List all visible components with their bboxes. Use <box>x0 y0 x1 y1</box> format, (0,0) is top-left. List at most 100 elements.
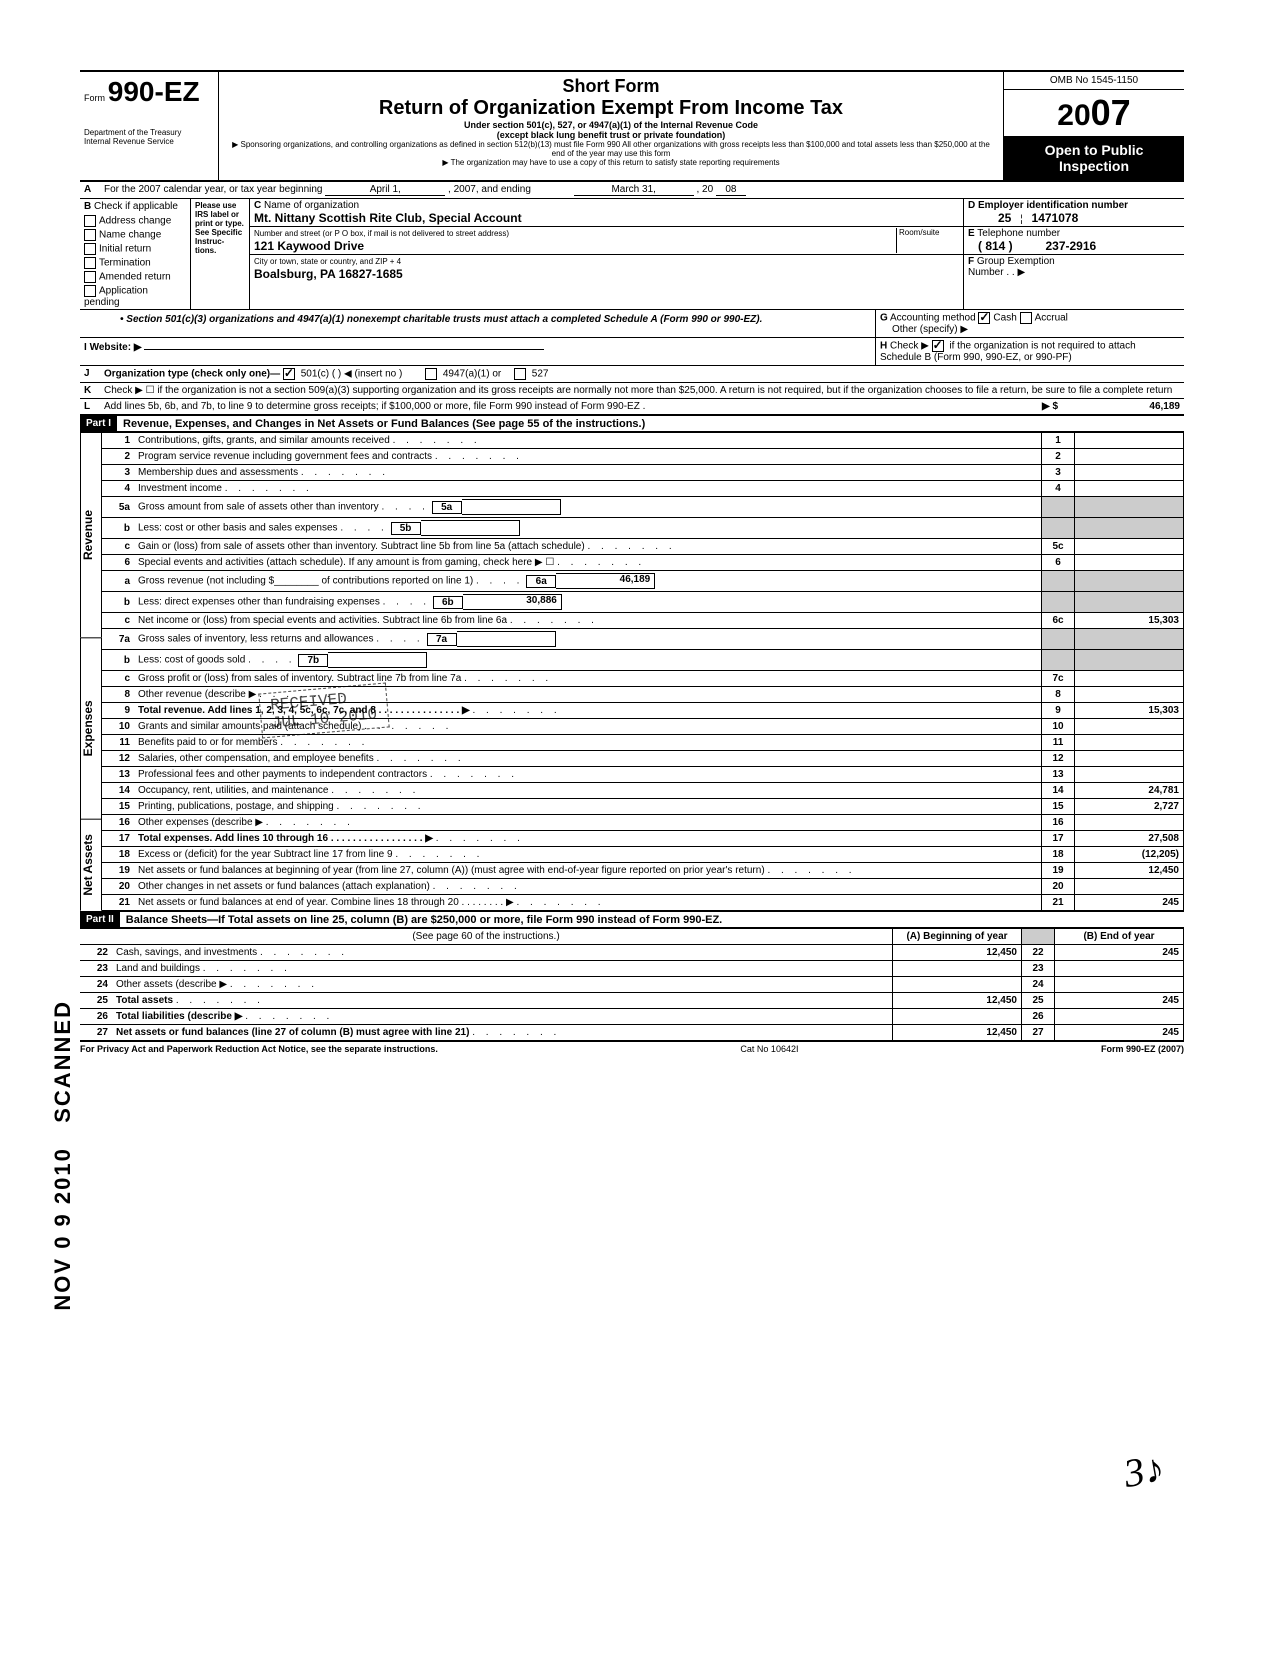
b-checkbox[interactable] <box>84 243 96 255</box>
scanned-stamp: NOV 0 9 2010 SCANNED <box>50 1000 76 1311</box>
section-b-item: Application pending <box>80 284 190 309</box>
right-amt-shaded <box>1075 497 1184 518</box>
section-a-mid: , 2007, and ending <box>448 184 531 195</box>
line-num: 1 <box>102 433 134 449</box>
end-year[interactable]: 08 <box>716 184 746 196</box>
line-row: bLess: cost of goods sold . . . . 7b <box>102 650 1184 671</box>
section-c-label: C <box>254 200 261 211</box>
sub-box: 7b <box>298 654 328 667</box>
line-num: 9 <box>102 703 134 719</box>
ein1: 25 <box>998 211 1011 225</box>
form-header-right: OMB No 1545-1150 2007 Open to Public Ins… <box>1003 72 1184 180</box>
line-row: 7aGross sales of inventory, less returns… <box>102 629 1184 650</box>
line-row: bLess: cost or other basis and sales exp… <box>102 518 1184 539</box>
bs-col-b: 245 <box>1055 945 1184 961</box>
right-amt: 24,781 <box>1075 783 1184 799</box>
b-item-label: Address change <box>99 216 171 227</box>
527-checkbox[interactable] <box>514 368 526 380</box>
privacy-notice: For Privacy Act and Paperwork Reduction … <box>80 1044 438 1054</box>
sub-amt <box>457 631 556 647</box>
right-num: 18 <box>1042 847 1075 863</box>
bs-mid-num: 23 <box>1022 961 1055 977</box>
right-num: 19 <box>1042 863 1075 879</box>
line-text: Net assets or fund balances at end of ye… <box>134 895 1042 911</box>
please-label-box: Please use IRS label or print or type. S… <box>191 199 250 309</box>
b-item-label: Amended return <box>99 272 171 283</box>
line-row: 1Contributions, gifts, grants, and simil… <box>102 433 1184 449</box>
h-text1: Check ▶ <box>890 341 929 352</box>
section-l-label: L <box>80 399 100 414</box>
section-j-content: Organization type (check only one)— 501(… <box>100 366 1184 382</box>
line-row: 3Membership dues and assessments . . . .… <box>102 465 1184 481</box>
line-row: 20Other changes in net assets or fund ba… <box>102 879 1184 895</box>
501c-checkbox[interactable] <box>283 368 295 380</box>
right-amt <box>1075 815 1184 831</box>
right-amt-shaded <box>1075 592 1184 613</box>
section-k-label: K <box>80 383 100 398</box>
right-amt: 2,727 <box>1075 799 1184 815</box>
line-num: 17 <box>102 831 134 847</box>
revenue-vlabel: Revenue <box>80 432 102 637</box>
part1-label: Part I <box>80 416 117 431</box>
bs-col-a: 12,450 <box>893 1025 1022 1041</box>
bs-row: 23Land and buildings . . . . . . . 23 <box>80 961 1184 977</box>
right-amt <box>1075 687 1184 703</box>
section-l-amount: 46,189 <box>1076 399 1184 414</box>
b-checkbox[interactable] <box>84 257 96 269</box>
right-amt <box>1075 719 1184 735</box>
line-row: cGross profit or (loss) from sales of in… <box>102 671 1184 687</box>
section-c: C Name of organization Mt. Nittany Scott… <box>250 199 963 309</box>
col-spacer <box>1022 929 1055 945</box>
line-row: 2Program service revenue including gover… <box>102 449 1184 465</box>
right-num-shaded <box>1042 497 1075 518</box>
section-l-arrow: ▶ $ <box>1038 399 1076 414</box>
b-checkbox[interactable] <box>84 271 96 283</box>
line-text: Gross sales of inventory, less returns a… <box>134 629 1042 650</box>
begin-date[interactable]: April 1, <box>325 184 445 196</box>
section-a-text: For the 2007 calendar year, or tax year … <box>104 184 322 195</box>
line-text: Program service revenue including govern… <box>134 449 1042 465</box>
bs-mid-num: 24 <box>1022 977 1055 993</box>
line-row: 21Net assets or fund balances at end of … <box>102 895 1184 911</box>
sub-box: 6b <box>433 596 463 609</box>
bullet-501c3: • Section 501(c)(3) organizations and 49… <box>80 310 876 337</box>
bs-row: 24Other assets (describe ▶ . . . . . . .… <box>80 977 1184 993</box>
line-num: 3 <box>102 465 134 481</box>
ein2: 1471078 <box>1032 211 1079 225</box>
right-num-shaded <box>1042 571 1075 592</box>
4947-checkbox[interactable] <box>425 368 437 380</box>
b-checkbox[interactable] <box>84 229 96 241</box>
line-text: Other expenses (describe ▶ . . . . . . . <box>134 815 1042 831</box>
section-a-content: For the 2007 calendar year, or tax year … <box>100 182 1184 198</box>
schedule-b-checkbox[interactable] <box>932 340 944 352</box>
signature-mark: 3♪ <box>1120 1444 1168 1497</box>
line-text: Gain or (loss) from sale of assets other… <box>134 539 1042 555</box>
bs-col-a <box>893 1009 1022 1025</box>
phone-area: ( 814 ) <box>978 239 1013 253</box>
b-checkbox[interactable] <box>84 215 96 227</box>
line-row: 15Printing, publications, postage, and s… <box>102 799 1184 815</box>
line-num: 2 <box>102 449 134 465</box>
page-footer: For Privacy Act and Paperwork Reduction … <box>80 1041 1184 1054</box>
b-checkbox[interactable] <box>84 285 96 297</box>
right-amt-shaded <box>1075 629 1184 650</box>
cash-label: Cash <box>993 313 1016 324</box>
right-amt <box>1075 449 1184 465</box>
bs-col-a <box>893 961 1022 977</box>
line-num: 21 <box>102 895 134 911</box>
sub-amt <box>328 652 427 668</box>
right-num: 6 <box>1042 555 1075 571</box>
sections-bcdef: B Check if applicable Address changeName… <box>80 199 1184 310</box>
line-num: 20 <box>102 879 134 895</box>
phone-number: 237-2916 <box>1045 239 1096 253</box>
section-e-label: E <box>968 228 975 239</box>
accrual-checkbox[interactable] <box>1020 312 1032 324</box>
website-field[interactable] <box>144 349 544 350</box>
bs-text: 23Land and buildings . . . . . . . <box>80 961 893 977</box>
bs-col-b <box>1055 961 1184 977</box>
cash-checkbox[interactable] <box>978 312 990 324</box>
end-month[interactable]: March 31, <box>574 184 694 196</box>
section-d-label: D <box>968 200 975 211</box>
bs-text: 26Total liabilities (describe ▶ . . . . … <box>80 1009 893 1025</box>
line-num: 6 <box>102 555 134 571</box>
